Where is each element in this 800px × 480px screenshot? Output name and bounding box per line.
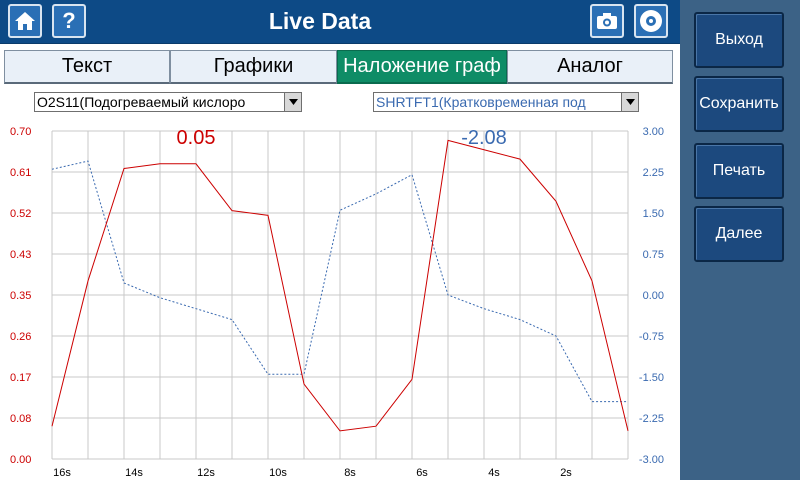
tab-analog[interactable]: Аналог bbox=[507, 50, 673, 84]
side-menu: Выход Сохранить Печать Далее bbox=[680, 0, 800, 480]
home-icon bbox=[15, 12, 35, 30]
chevron-down-icon[interactable] bbox=[284, 93, 301, 111]
left-axis-tick-label: 0.43 bbox=[10, 249, 31, 261]
left-axis-tick-label: 0.08 bbox=[10, 413, 31, 425]
left-axis-tick-label: 0.00 bbox=[10, 454, 31, 466]
series-right-line bbox=[51, 160, 628, 403]
x-axis-tick-label: 8s bbox=[344, 467, 356, 479]
record-button[interactable] bbox=[634, 4, 668, 38]
right-current-value: -2.08 bbox=[461, 127, 507, 149]
help-icon: ? bbox=[62, 8, 76, 33]
screenshot-button[interactable] bbox=[590, 4, 624, 38]
left-axis-tick-label: 0.26 bbox=[10, 331, 31, 343]
tab-text[interactable]: Текст bbox=[4, 50, 170, 84]
x-axis-tick-label: 12s bbox=[197, 467, 215, 479]
series-left-line bbox=[51, 139, 629, 432]
overlay-chart: 0.70 0.61 0.52 0.43 0.35 0.26 0.17 0.08 0.00 3.0… bbox=[10, 126, 664, 479]
left-pid-select[interactable]: O2S11(Подогреваемый кислоро bbox=[34, 92, 302, 112]
save-button[interactable]: Сохранить bbox=[694, 76, 784, 132]
tab-overlay[interactable]: Наложение граф bbox=[337, 50, 507, 84]
right-axis: 3.00 2.25 1.50 0.75 0.00 -0.75 -1.50 -2.25 -3.00 bbox=[639, 126, 664, 466]
right-axis-tick-label: 3.00 bbox=[643, 126, 664, 138]
left-axis-tick-label: 0.35 bbox=[10, 290, 31, 302]
right-axis-tick-label: -1.50 bbox=[639, 372, 664, 384]
left-axis-tick-label: 0.61 bbox=[10, 167, 31, 179]
tab-bar: Текст Графики Наложение граф Аналог bbox=[0, 44, 680, 86]
left-axis-tick-label: 0.17 bbox=[10, 372, 31, 384]
x-axis: 16s 14s 12s 10s 8s 6s 4s 2s bbox=[53, 467, 572, 479]
x-axis-tick-label: 2s bbox=[560, 467, 572, 479]
help-button[interactable]: ? bbox=[52, 4, 86, 38]
x-axis-tick-label: 16s bbox=[53, 467, 71, 479]
right-axis-tick-label: -3.00 bbox=[639, 454, 664, 466]
page-title: Live Data bbox=[268, 8, 372, 34]
x-axis-tick-label: 4s bbox=[488, 467, 500, 479]
left-axis: 0.70 0.61 0.52 0.43 0.35 0.26 0.17 0.08 0.00 bbox=[10, 126, 31, 466]
top-bar: ? Live Data bbox=[0, 0, 680, 44]
next-button[interactable]: Далее bbox=[694, 206, 784, 262]
x-axis-tick-label: 14s bbox=[125, 467, 143, 479]
right-axis-tick-label: -0.75 bbox=[639, 331, 664, 343]
left-pid-value: O2S11(Подогреваемый кислоро bbox=[37, 94, 246, 110]
x-axis-tick-label: 10s bbox=[269, 467, 287, 479]
camera-icon bbox=[597, 13, 617, 29]
disc-icon bbox=[640, 10, 662, 32]
right-pid-select[interactable]: SHRTFT1(Кратковременная под bbox=[373, 92, 639, 112]
right-axis-tick-label: -2.25 bbox=[639, 413, 664, 425]
right-axis-tick-label: 1.50 bbox=[643, 208, 664, 220]
chevron-down-icon[interactable] bbox=[621, 93, 638, 111]
left-axis-tick-label: 0.52 bbox=[10, 208, 31, 220]
right-pid-value: SHRTFT1(Кратковременная под bbox=[376, 94, 586, 110]
right-axis-tick-label: 2.25 bbox=[643, 167, 664, 179]
right-axis-tick-label: 0.75 bbox=[643, 249, 664, 261]
left-axis-tick-label: 0.70 bbox=[10, 126, 31, 138]
exit-button[interactable]: Выход bbox=[694, 12, 784, 68]
right-axis-tick-label: 0.00 bbox=[643, 290, 664, 302]
chart-grid bbox=[51, 130, 629, 460]
x-axis-tick-label: 6s bbox=[416, 467, 428, 479]
home-button[interactable] bbox=[8, 4, 42, 38]
print-button[interactable]: Печать bbox=[694, 143, 784, 199]
tab-graphs[interactable]: Графики bbox=[170, 50, 337, 84]
left-current-value: 0.05 bbox=[177, 127, 216, 149]
